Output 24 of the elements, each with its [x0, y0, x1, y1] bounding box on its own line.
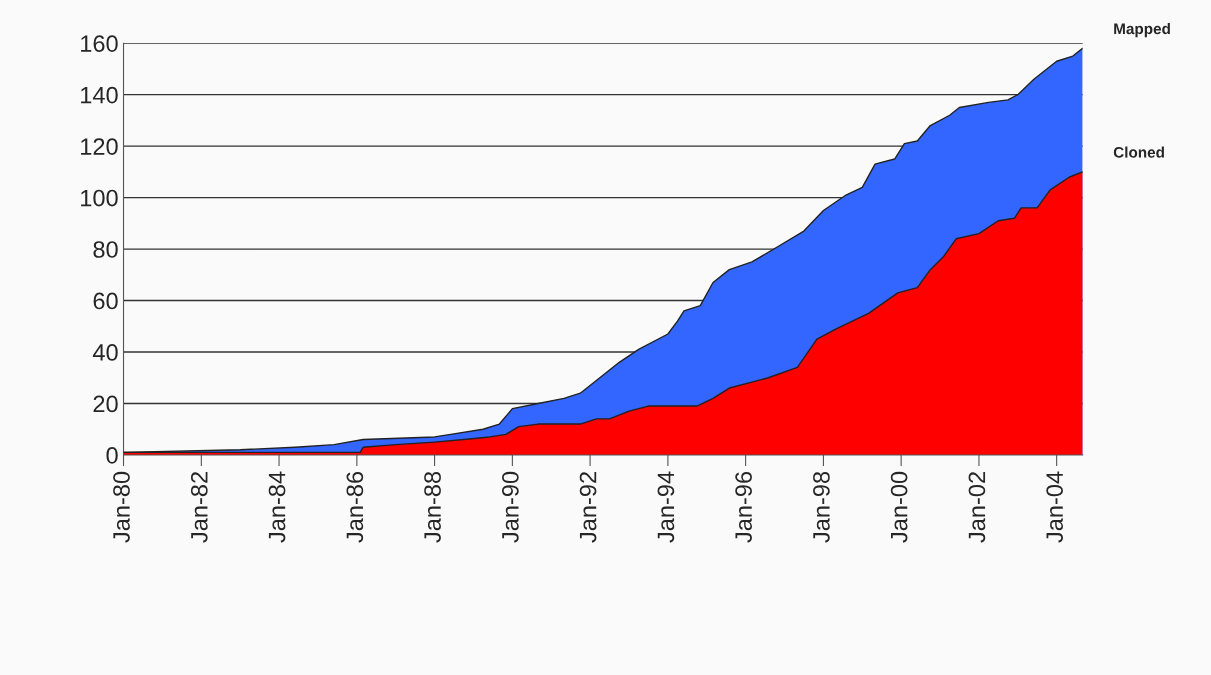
y-tick-label: 40 [92, 344, 118, 361]
x-tick-label: Jan-86 [346, 471, 364, 543]
x-tick-label: Jan-92 [579, 472, 597, 543]
x-tick-label: Jan-96 [735, 471, 752, 543]
y-tick-label: 140 [81, 86, 118, 104]
text: Mapped [1114, 22, 1170, 38]
y-tick-label: 100 [81, 189, 118, 207]
text: Cloned [1113, 146, 1164, 158]
y-tick-label: 120 [81, 138, 118, 155]
y-tick-label: 0 [106, 447, 118, 464]
x-tick-label: Jan-90 [502, 471, 519, 543]
x-tick-label: Jan-98 [813, 471, 830, 543]
y-tick-label: 20 [93, 395, 118, 413]
x-tick-label: Jan-94 [657, 471, 675, 543]
x-tick-label: Jan-88 [424, 471, 441, 543]
x-tick-label: Jan-00 [890, 471, 908, 543]
x-tick-label: Jan-84 [268, 471, 286, 543]
y-tick-label: 80 [93, 241, 118, 258]
x-tick-label: Jan-80 [113, 471, 130, 543]
x-tick-label: Jan-02 [968, 472, 986, 543]
y-tick-label: 60 [93, 292, 118, 310]
y-tick-label: 160 [81, 35, 118, 52]
x-tick-label: Jan-82 [190, 472, 208, 543]
x-tick-label: Jan-04 [1046, 471, 1063, 543]
